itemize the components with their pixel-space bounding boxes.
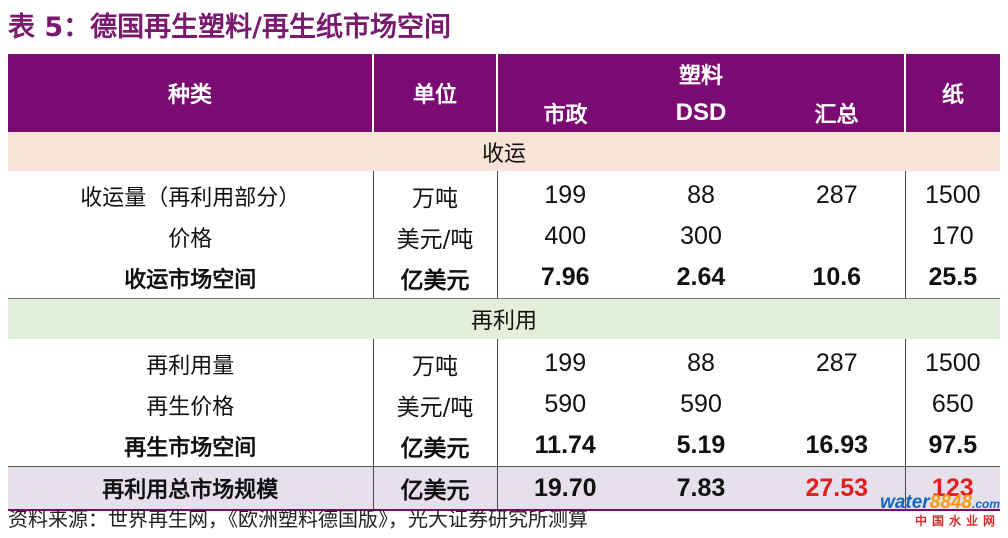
cell-total: 10.6 xyxy=(769,257,906,299)
cell-total: 287 xyxy=(769,339,906,384)
row-label: 收运量（再利用部分） xyxy=(8,171,374,216)
cell-dsd: 88 xyxy=(687,181,715,209)
total-total: 27.53 xyxy=(769,466,906,511)
watermark-brand-orange: 8848 xyxy=(929,492,972,513)
cell-paper: 650 xyxy=(931,390,974,418)
table-title: 表 5：德国再生塑料/再生纸市场空间 xyxy=(8,12,452,43)
cell-dsd: 590 xyxy=(680,390,722,418)
watermark-sub: 中国水业网 xyxy=(914,514,1000,528)
header-paper: 纸 xyxy=(905,54,1001,132)
cell-dsd: 5.19 xyxy=(676,431,726,459)
header-municipal: 市政 xyxy=(497,94,633,132)
total-municipal: 19.70 xyxy=(497,466,633,511)
cell-municipal: 199 xyxy=(544,181,587,209)
cell-municipal: 590 xyxy=(544,390,587,418)
row-unit: 亿美元 xyxy=(373,257,498,299)
watermark-brand-blue: water xyxy=(880,492,930,513)
cell-total xyxy=(769,384,906,425)
section-header-collection: 收运 xyxy=(8,132,1001,171)
watermark-logo: water8848.com 中国水业网 xyxy=(875,492,1000,536)
row-label: 再生价格 xyxy=(8,384,374,425)
source-note: 资料来源：世界再生网，《欧洲塑料德国版》，光大证券研究所测算 xyxy=(8,507,588,531)
header-unit: 单位 xyxy=(373,54,498,132)
cell-paper: 1500 xyxy=(924,349,981,377)
row-unit: 万吨 xyxy=(373,171,498,216)
row-unit: 亿美元 xyxy=(373,425,498,467)
cell-total xyxy=(769,216,906,257)
cell-paper: 170 xyxy=(931,222,974,250)
total-unit: 亿美元 xyxy=(373,466,498,511)
row-label: 再利用量 xyxy=(8,339,374,384)
table-row: 再利用量 万吨 199 88 287 1500 xyxy=(8,339,1000,384)
table-row: 再生价格 美元/吨 590 590 650 xyxy=(8,384,1000,425)
row-label: 价格 xyxy=(8,216,374,257)
cell-municipal: 11.74 xyxy=(534,431,596,459)
section-header-reuse: 再利用 xyxy=(8,298,1001,339)
cell-municipal: 400 xyxy=(544,222,587,250)
cell-total: 287 xyxy=(769,171,906,216)
table-row: 收运市场空间 亿美元 7.96 2.64 10.6 25.5 xyxy=(8,257,1001,299)
header-type: 种类 xyxy=(8,54,374,132)
total-paper: 123 xyxy=(905,466,1001,511)
table-row: 再生市场空间 亿美元 11.74 5.19 16.93 97.5 xyxy=(8,425,1000,467)
cell-municipal: 199 xyxy=(544,349,587,377)
table-row: 收运量（再利用部分） 万吨 199 88 287 1500 xyxy=(8,171,1000,216)
row-unit: 美元/吨 xyxy=(373,384,498,425)
row-label: 收运市场空间 xyxy=(8,257,374,299)
cell-dsd: 300 xyxy=(680,222,722,250)
section-title: 收运 xyxy=(8,132,1001,171)
header-total: 汇总 xyxy=(769,94,907,132)
table-row: 价格 美元/吨 400 300 170 xyxy=(8,216,1000,257)
section-title: 再利用 xyxy=(8,298,1001,339)
cell-municipal: 7.96 xyxy=(497,257,633,299)
header-plastic: 塑料 xyxy=(497,54,907,94)
grand-total-row: 再利用总市场规模 亿美元 19.70 7.83 27.53 123 xyxy=(8,466,1001,511)
cell-total: 16.93 xyxy=(769,425,906,467)
cell-dsd: 88 xyxy=(687,349,715,377)
watermark-brand: water8848.com xyxy=(875,492,1000,514)
cell-paper: 1500 xyxy=(924,181,981,209)
market-table: 种类 单位 塑料 纸 市政 DSD 汇总 收运 收运量（再利用部分） 万吨 19… xyxy=(8,54,1001,511)
cell-paper: 97.5 xyxy=(928,431,978,459)
row-unit: 万吨 xyxy=(373,339,498,384)
row-label: 再生市场空间 xyxy=(8,425,374,467)
total-label: 再利用总市场规模 xyxy=(8,466,374,511)
row-unit: 美元/吨 xyxy=(373,216,498,257)
cell-dsd: 2.64 xyxy=(633,257,769,299)
header-dsd: DSD xyxy=(633,94,769,132)
total-dsd: 7.83 xyxy=(633,466,769,511)
cell-paper: 25.5 xyxy=(905,257,1001,299)
watermark-domain: .com xyxy=(971,497,1000,511)
